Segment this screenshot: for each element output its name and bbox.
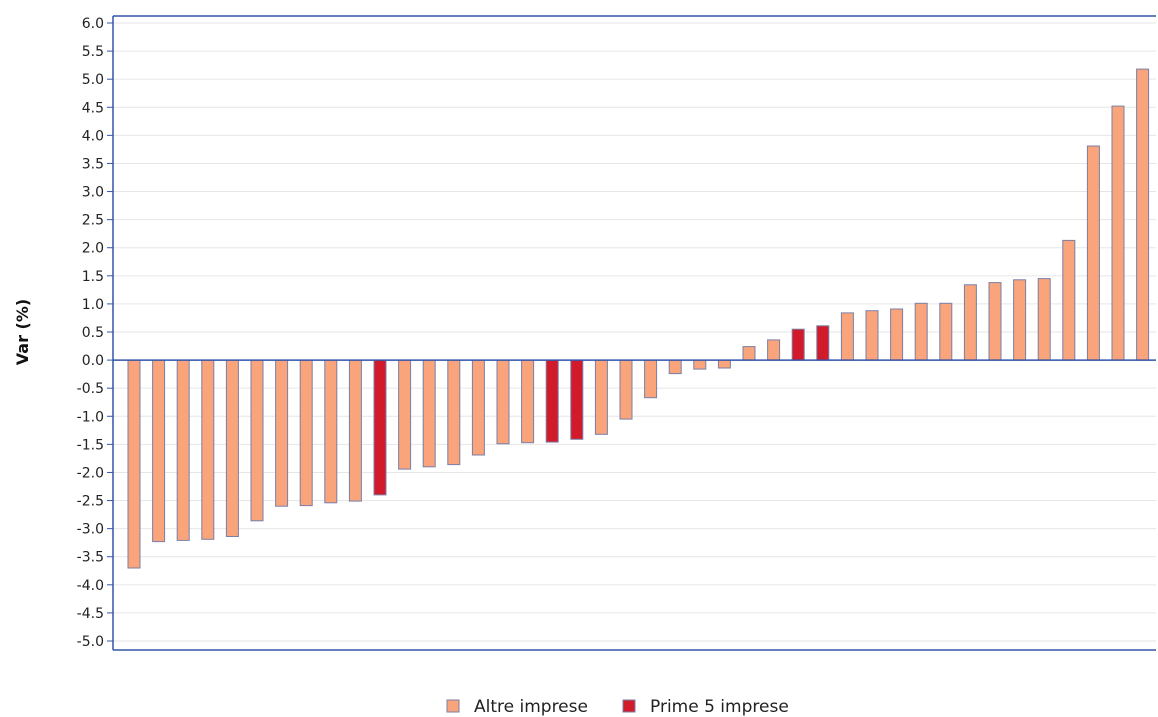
legend-label: Altre imprese	[474, 697, 588, 717]
bar	[496, 359, 510, 445]
y-tick-label: -3.0	[77, 522, 104, 538]
y-tick-label: 1.5	[82, 269, 104, 285]
bar	[324, 359, 338, 504]
bar	[1136, 68, 1150, 361]
bar	[644, 359, 658, 399]
bar	[963, 284, 977, 361]
bar	[447, 359, 461, 466]
bar	[668, 359, 682, 375]
y-tick-label: -0.5	[77, 381, 104, 397]
bar	[1086, 145, 1100, 361]
bar	[791, 328, 805, 361]
bar	[176, 359, 190, 541]
bar	[865, 310, 879, 361]
bar	[1037, 278, 1051, 361]
y-tick-label: 0.5	[82, 325, 104, 341]
bar	[988, 282, 1002, 361]
legend: Altre imprese Prime 5 imprese	[446, 697, 789, 717]
bar	[201, 359, 215, 540]
y-tick-label: -4.0	[77, 578, 104, 594]
bar	[422, 359, 436, 468]
bar	[348, 359, 362, 502]
bar	[742, 346, 756, 361]
y-tick-label: 6.0	[82, 16, 104, 32]
bar	[471, 359, 485, 456]
bar	[914, 302, 928, 361]
y-tick-label: -4.5	[77, 606, 104, 622]
y-tick-label: 4.0	[82, 128, 104, 144]
y-axis-label: Var (%)	[13, 299, 32, 365]
bar	[250, 359, 264, 522]
y-tick-label: 3.5	[82, 156, 104, 172]
y-tick-label: 3.0	[82, 185, 104, 201]
bar	[275, 359, 289, 507]
y-tick-label: -2.0	[77, 465, 104, 481]
bar	[398, 359, 412, 470]
bar	[717, 359, 731, 369]
bar	[152, 359, 166, 543]
y-tick-label: 2.0	[82, 241, 104, 257]
y-tick-label: 4.5	[82, 100, 104, 116]
y-tick-label: -1.5	[77, 437, 104, 453]
y-tick-label: 5.5	[82, 44, 104, 60]
bar	[225, 359, 239, 537]
bar	[521, 359, 535, 444]
y-tick-label: 1.0	[82, 297, 104, 313]
legend-swatch	[446, 699, 460, 713]
bar	[619, 359, 633, 420]
bar	[1062, 239, 1076, 361]
bar	[1013, 279, 1027, 361]
y-tick-label: -2.5	[77, 494, 104, 510]
bar	[1111, 105, 1125, 361]
bar	[840, 312, 854, 361]
bar	[299, 359, 313, 507]
bar	[127, 359, 141, 569]
bar	[767, 339, 781, 361]
bar	[890, 308, 904, 361]
y-tick-label: 2.5	[82, 213, 104, 229]
bars	[127, 68, 1150, 569]
y-tick-label: -1.0	[77, 409, 104, 425]
bar	[693, 359, 707, 370]
bar	[373, 359, 387, 496]
y-tick-label: 5.0	[82, 72, 104, 88]
bar	[545, 359, 559, 443]
y-tick-label: -3.5	[77, 550, 104, 566]
y-tick-label: -5.0	[77, 634, 104, 650]
bar	[594, 359, 608, 435]
y-tick-label: 0.0	[82, 353, 104, 369]
bar	[570, 359, 584, 440]
legend-swatch	[622, 699, 636, 713]
y-tick-labels: 6.0 5.5 5.0 4.5 4.0 3.5 3.0 2.5 2.0 1.5 1.0 0.5 0.0 -…	[77, 16, 113, 650]
bar	[939, 302, 953, 361]
bar	[816, 325, 830, 361]
axes	[112, 15, 1156, 651]
legend-label: Prime 5 imprese	[650, 697, 789, 717]
